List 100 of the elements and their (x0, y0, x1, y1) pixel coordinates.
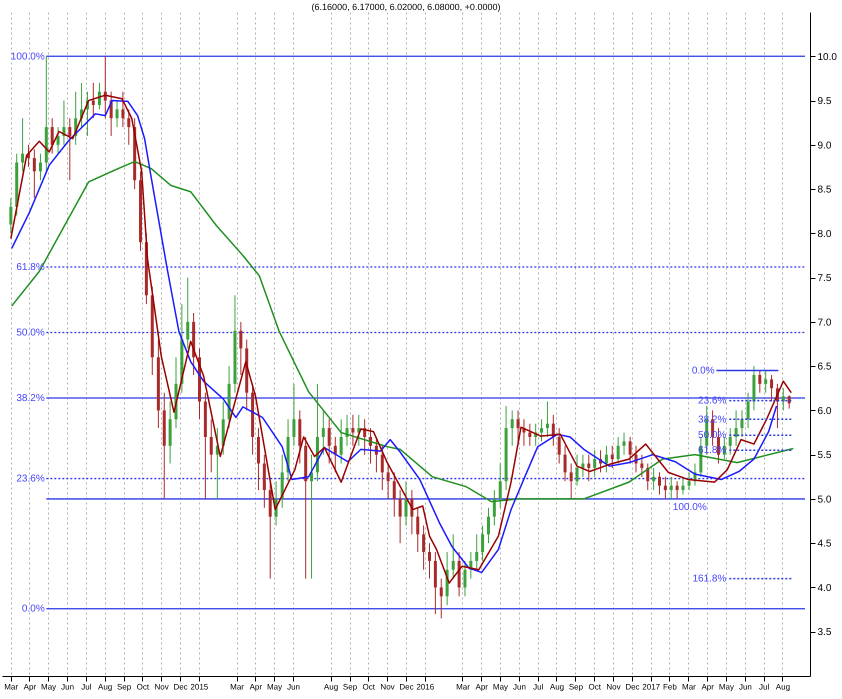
candlestick (328, 418, 331, 464)
candlestick (398, 490, 402, 544)
candlestick (9, 197, 12, 234)
x-tick-label: Jul (759, 682, 770, 692)
candlestick (670, 476, 673, 500)
candlestick (593, 450, 596, 478)
x-tick-label: Jun (61, 682, 74, 692)
candlestick (380, 445, 384, 491)
candlestick (576, 454, 579, 486)
x-tick-label: Feb (663, 682, 678, 692)
x-tick-label: Apr (476, 682, 488, 692)
candlestick (210, 418, 213, 473)
candlestick (292, 383, 296, 446)
candlestick (21, 118, 24, 172)
candlestick (658, 472, 661, 496)
candlestick (546, 401, 549, 438)
candlestick (38, 153, 42, 181)
candlestick (452, 534, 455, 580)
candlestick (422, 524, 426, 570)
x-tick-label: Mar (230, 682, 244, 692)
x-tick-label: Apr (701, 682, 714, 692)
y-tick-label: 9.5 (818, 96, 832, 108)
x-tick-label: May (718, 682, 734, 692)
candlestick (540, 418, 544, 442)
x-tick-label: Dec (399, 682, 414, 692)
candlestick (498, 463, 502, 508)
x-tick-label: Jun (287, 682, 300, 692)
annotation: 23.6% (16, 474, 45, 485)
candlestick (116, 100, 119, 128)
candlestick (340, 418, 343, 464)
candlestick (492, 490, 496, 526)
annotation: 0.0% (22, 604, 45, 615)
candlestick (610, 445, 614, 468)
candlestick (32, 148, 36, 198)
candlestick (764, 370, 768, 394)
x-tick-label: Oct (136, 682, 150, 692)
y-tick-label: 8.0 (818, 228, 832, 240)
x-tick-label: Sep (568, 682, 584, 692)
x-tick-label: Aug (776, 682, 790, 692)
chart-title: (6.16000, 6.17000, 6.02000, 6.08000, +0.0000) (312, 2, 500, 12)
candlestick (463, 560, 466, 597)
x-tick-label: 2017 (642, 682, 661, 692)
x-tick-label: Aug (550, 682, 564, 692)
candlestick (404, 480, 408, 526)
candlestick (56, 126, 60, 154)
line-series (10, 160, 794, 502)
y-tick-label: 7.5 (818, 273, 832, 284)
x-tick-label: Mar (4, 682, 18, 692)
candlestick (664, 476, 667, 500)
x-tick-label: Nov (380, 682, 395, 692)
y-tick-label: 10.0 (818, 52, 838, 63)
y-tick-label: 4.0 (818, 582, 832, 594)
y-tick-label: 7.0 (818, 317, 832, 328)
candlestick (416, 507, 420, 553)
candlestick (640, 454, 644, 478)
annotation: 0.0% (692, 366, 715, 377)
candlestick (440, 578, 443, 619)
x-tick-label: Mar (682, 682, 696, 692)
y-tick-label: 3.5 (818, 627, 832, 638)
candlestick (728, 428, 732, 456)
x-tick-label: Jul (81, 682, 92, 692)
candlestick (92, 82, 95, 119)
x-tick-label: Nov (154, 682, 169, 692)
x-tick-label: Nov (606, 682, 621, 692)
candlestick (788, 394, 791, 410)
candlestick (676, 480, 679, 500)
x-tick-label: Aug (98, 682, 112, 692)
candlestick (239, 321, 242, 376)
x-tick-label: Jul (533, 682, 544, 692)
annotation: 161.8% (692, 574, 726, 585)
candlestick (758, 370, 762, 394)
x-tick-label: 2016 (416, 682, 435, 692)
x-tick-label: Apr (250, 682, 262, 692)
candlestick (628, 436, 632, 464)
annotation: 38.2% (16, 393, 45, 404)
y-tick-label: 5.5 (818, 450, 832, 462)
candlestick (481, 524, 484, 562)
candlestick (68, 118, 72, 181)
x-tick-label: Dec (173, 682, 188, 692)
y-tick-label: 6.5 (818, 362, 832, 373)
candlestick (604, 445, 608, 473)
candlestick (652, 467, 656, 491)
candlestick (570, 463, 573, 500)
candlestick (740, 410, 744, 438)
x-tick-label: Jun (513, 682, 526, 692)
candlestick (428, 542, 431, 580)
candlestick (127, 108, 130, 146)
annotation: 50.0% (16, 327, 45, 338)
candlestick (186, 277, 190, 349)
candlestick (746, 392, 750, 429)
x-tick-label: Sep (342, 682, 358, 692)
x-tick-label: May (41, 682, 56, 692)
x-tick-label: 2015 (190, 682, 209, 692)
x-tick-label: Oct (588, 682, 602, 692)
candlestick (50, 118, 54, 154)
candlestick (510, 410, 514, 446)
annotation: 100.0% (10, 51, 45, 62)
y-tick-label: 6.0 (818, 406, 832, 417)
candlestick (564, 445, 567, 482)
x-tick-label: May (266, 682, 282, 692)
